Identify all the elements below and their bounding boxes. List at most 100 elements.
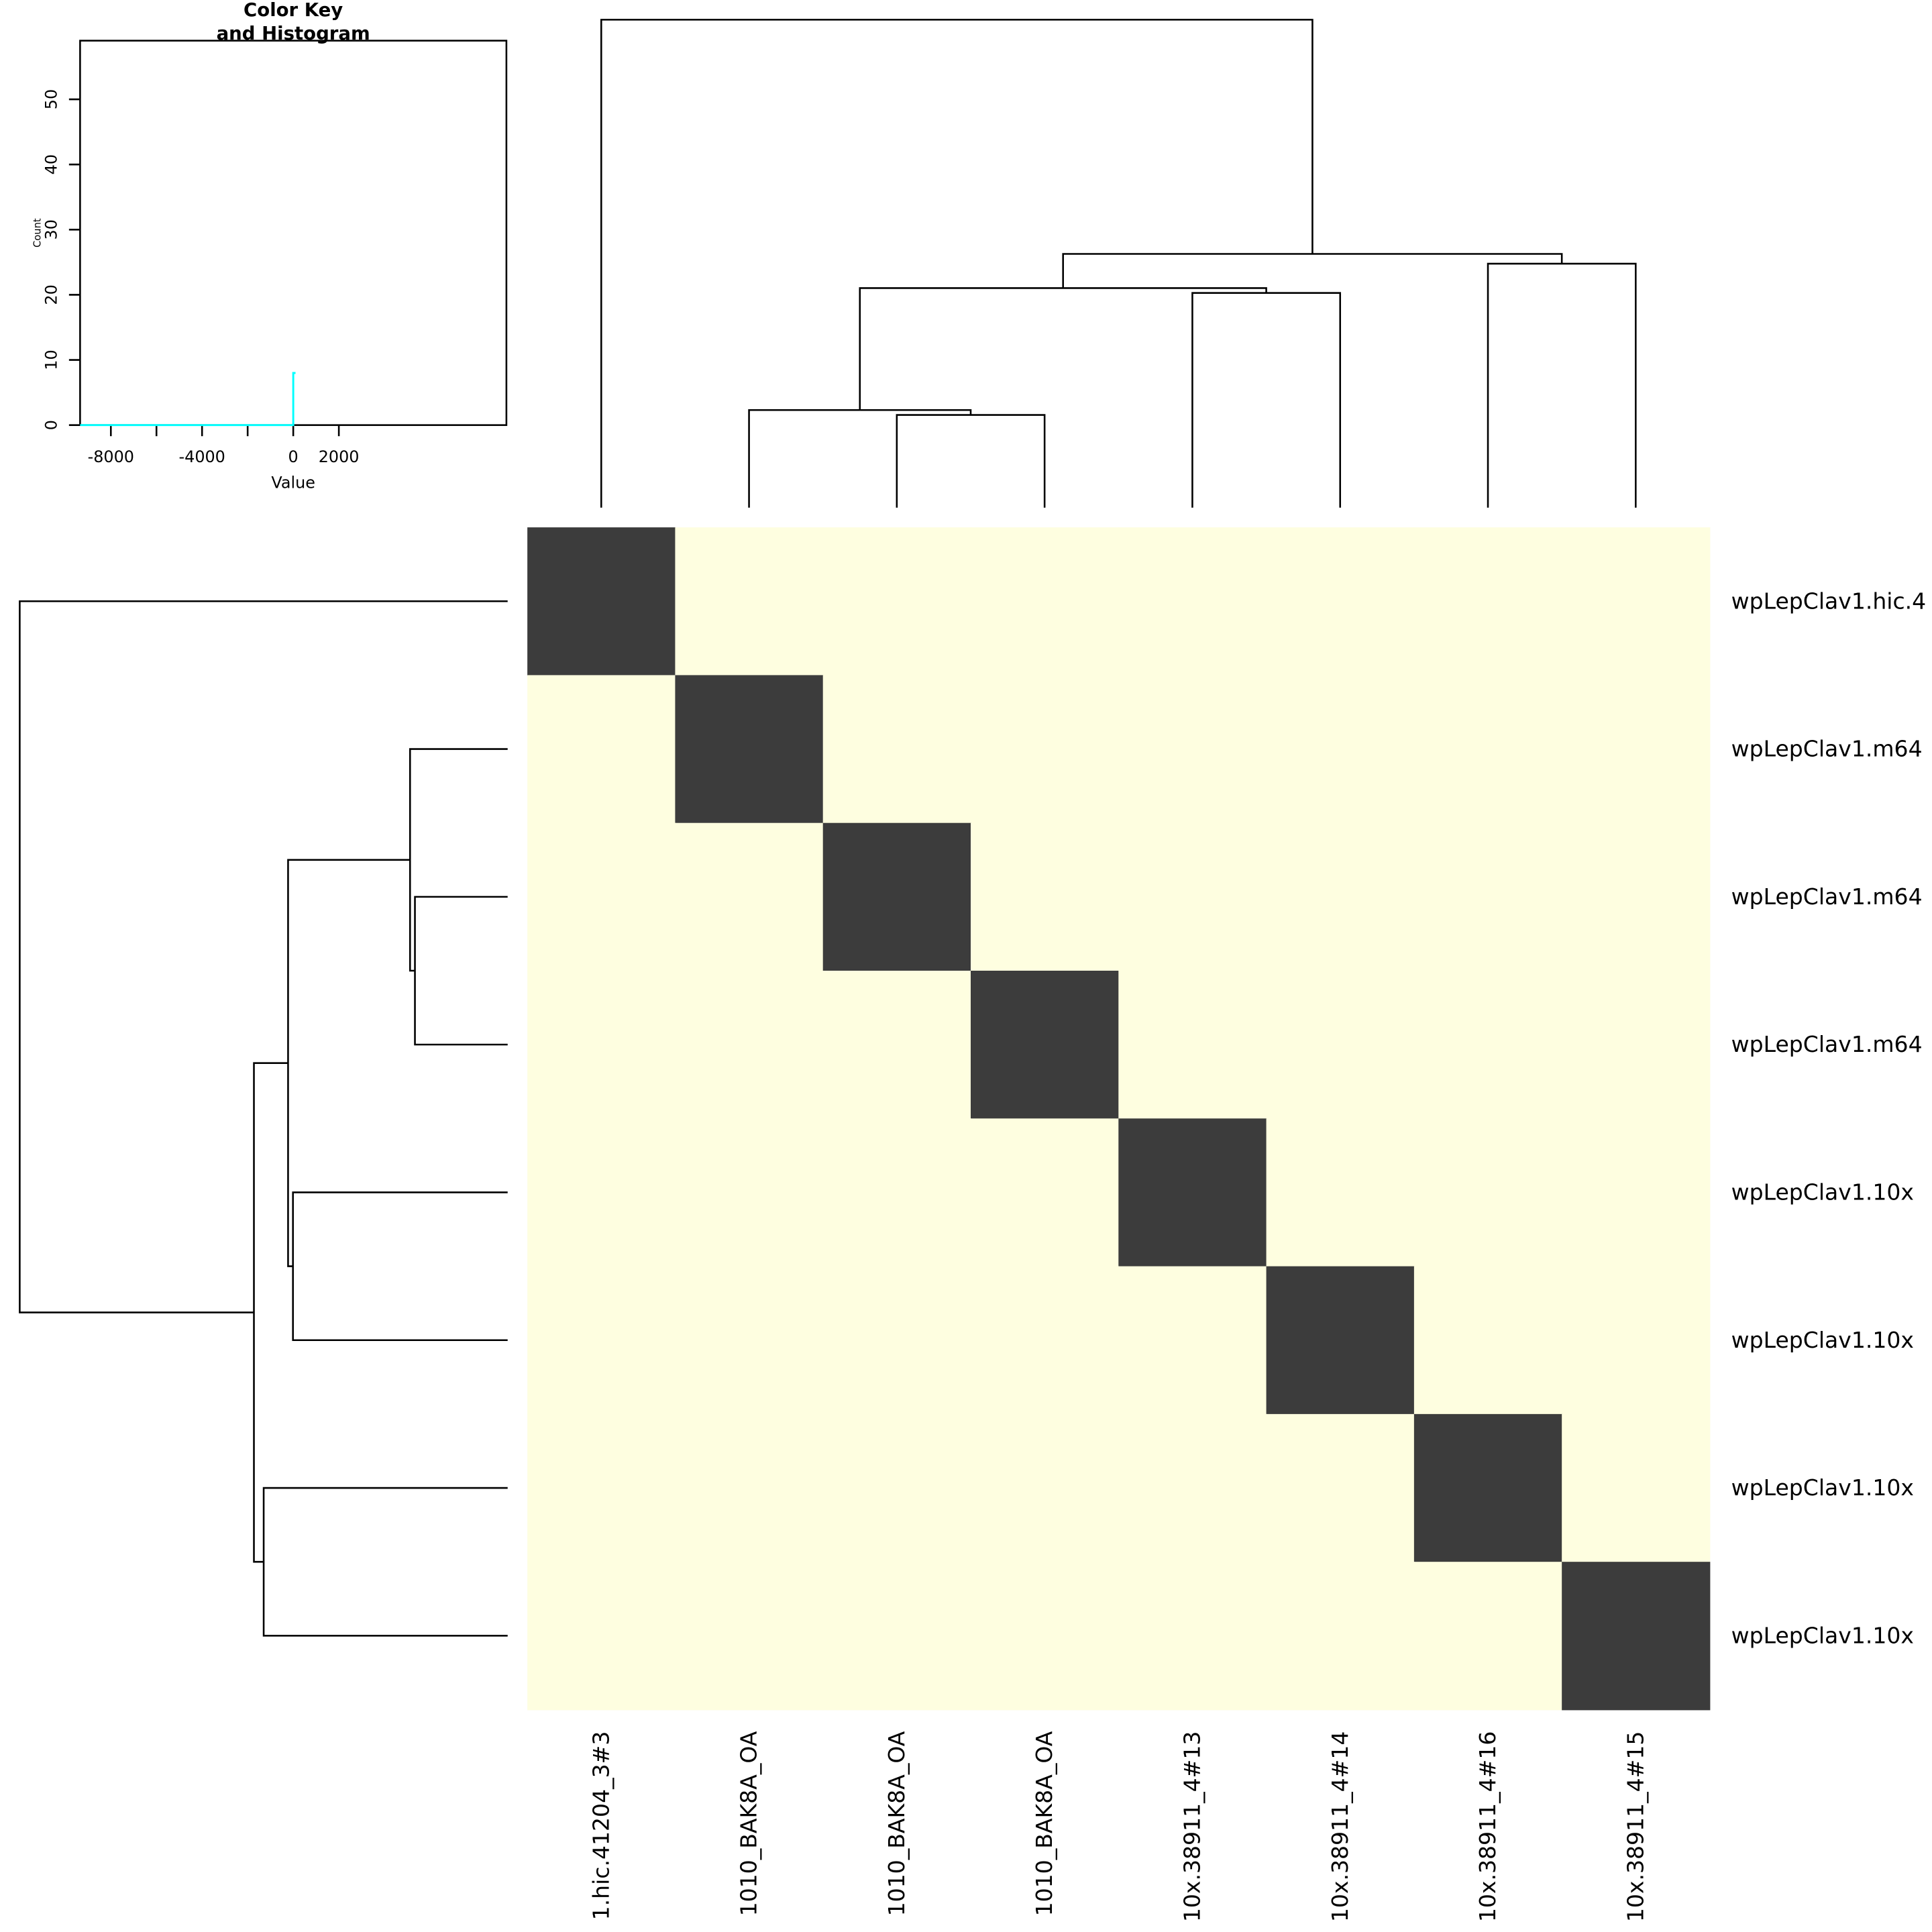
heatmap-cell [527, 675, 676, 824]
heatmap-cell [971, 822, 1120, 971]
heatmap-cell [1266, 675, 1415, 824]
heatmap-cell [1118, 527, 1267, 676]
heatmap-cell [1266, 971, 1415, 1120]
heatmap-cell [1413, 1118, 1563, 1267]
column-labels: 1.hic.41204_3#3 1010_BAK8A_OA 1010_BAK8A_O… [588, 1731, 1648, 1922]
x-tick-label: -4000 [179, 447, 225, 466]
y-tick-label: 40 [42, 154, 60, 174]
row-label: wpLepClav1.hic.4 [1731, 588, 1927, 614]
heatmap-cell [1413, 1413, 1563, 1563]
heatmap-cell [527, 1266, 676, 1415]
dendrogram-branch [1487, 262, 1637, 508]
heatmap-cell [527, 1562, 676, 1711]
heatmap-cells [527, 527, 1711, 1711]
dendrogram-branch [600, 19, 1313, 508]
heatmap-cell [971, 1118, 1120, 1267]
dendrogram-branch [1062, 253, 1563, 288]
heatmap-cell [1562, 1266, 1711, 1415]
column-label: 1010_BAK8A_OA [736, 1731, 762, 1916]
heatmap-cell [1562, 1562, 1711, 1711]
y-tick-label: 0 [42, 420, 60, 430]
histogram-line [80, 372, 296, 427]
heatmap-cell [971, 675, 1120, 824]
heatmap-cell [1413, 822, 1563, 971]
heatmap-cell [675, 1266, 824, 1415]
row-label: wpLepClav1.10x [1731, 1327, 1914, 1353]
heatmap-cell [1266, 822, 1415, 971]
heatmap-cell [675, 971, 824, 1120]
heatmap-cell [675, 822, 824, 971]
color-key: Color Key and Histogram Value Count -800… [32, 0, 508, 492]
heatmap-cell [971, 971, 1120, 1120]
heatmap-cell [1562, 675, 1711, 824]
dendrogram-branch [1191, 292, 1342, 508]
heatmap-cell [822, 822, 971, 971]
heatmap-cell [971, 1562, 1120, 1711]
heatmap-cell [675, 675, 824, 824]
y-tick-label: 30 [42, 219, 60, 239]
heatmap-cell [1118, 1266, 1267, 1415]
key-ylabel: Count [32, 218, 44, 248]
column-label: 1010_BAK8A_OA [883, 1731, 910, 1916]
heatmap-cell [675, 1413, 824, 1563]
heatmap-cell [1413, 675, 1563, 824]
y-tick-label: 20 [42, 284, 60, 305]
row-label: wpLepClav1.m64 [1731, 883, 1923, 910]
heatmap-cell [1562, 1413, 1711, 1563]
x-tick-label: 2000 [319, 447, 360, 466]
heatmap-cell [527, 527, 676, 676]
heatmap-cell [822, 971, 971, 1120]
heatmap-cell [1118, 822, 1267, 971]
column-label: 10x.38911_4#14 [1327, 1731, 1353, 1923]
heatmap-cell [1266, 1118, 1415, 1267]
dendrogram-branch [292, 1191, 508, 1342]
heatmap-cell [1118, 971, 1267, 1120]
row-labels: wpLepClav1.hic.4 wpLepClav1.m64 wpLepClav1… [1731, 588, 1927, 1648]
row-dendrogram [19, 600, 508, 1637]
dendrogram-branch [253, 1062, 288, 1563]
heatmap-cell [1266, 1562, 1415, 1711]
heatmap-cell [675, 1562, 824, 1711]
column-label: 10x.38911_4#15 [1622, 1731, 1648, 1923]
heatmap-cell [822, 1266, 971, 1415]
heatmap-cell [822, 1118, 971, 1267]
y-tick-label: 50 [42, 89, 60, 109]
heatmap-cell [1118, 1118, 1267, 1267]
heatmap-cell [971, 1266, 1120, 1415]
row-label: wpLepClav1.10x [1731, 1474, 1914, 1501]
column-label: 1010_BAK8A_OA [1031, 1731, 1057, 1916]
heatmap-cell [1413, 971, 1563, 1120]
x-tick-label: 0 [288, 447, 299, 466]
heatmap-cell [527, 1413, 676, 1563]
heatmap-cell [1413, 1562, 1563, 1711]
heatmap-cell [822, 1562, 971, 1711]
heatmap-cell [527, 822, 676, 971]
key-title-1: Color Key [244, 0, 343, 21]
heatmap-cell [822, 1413, 971, 1563]
heatmap-cell [822, 527, 971, 676]
heatmap-cell [971, 1413, 1120, 1563]
key-xlabel: Value [271, 473, 315, 492]
heatmap-cell [971, 527, 1120, 676]
heatmap-cell [1118, 675, 1267, 824]
heatmap-cell [527, 1118, 676, 1267]
heatmap-cell [675, 1118, 824, 1267]
row-label: wpLepClav1.10x [1731, 1179, 1914, 1205]
heatmap-cell [1266, 1413, 1415, 1563]
heatmap-cell [1413, 1266, 1563, 1415]
dendrogram-branch [19, 600, 508, 1313]
heatmap-cell [527, 971, 676, 1120]
dendrogram-branch [859, 287, 1267, 411]
column-label: 1.hic.41204_3#3 [588, 1731, 614, 1921]
y-tick-label: 10 [42, 350, 60, 370]
dendrogram-branch [896, 414, 1046, 508]
dendrogram-branch [414, 896, 508, 1046]
dendrogram-branch [287, 859, 411, 1267]
column-dendrogram [600, 19, 1637, 508]
row-label: wpLepClav1.10x [1731, 1622, 1914, 1648]
heatmap-cell [1266, 527, 1415, 676]
heatmap-cell [1562, 971, 1711, 1120]
heatmap-cell [675, 527, 824, 676]
dendrogram-branch [409, 748, 508, 972]
